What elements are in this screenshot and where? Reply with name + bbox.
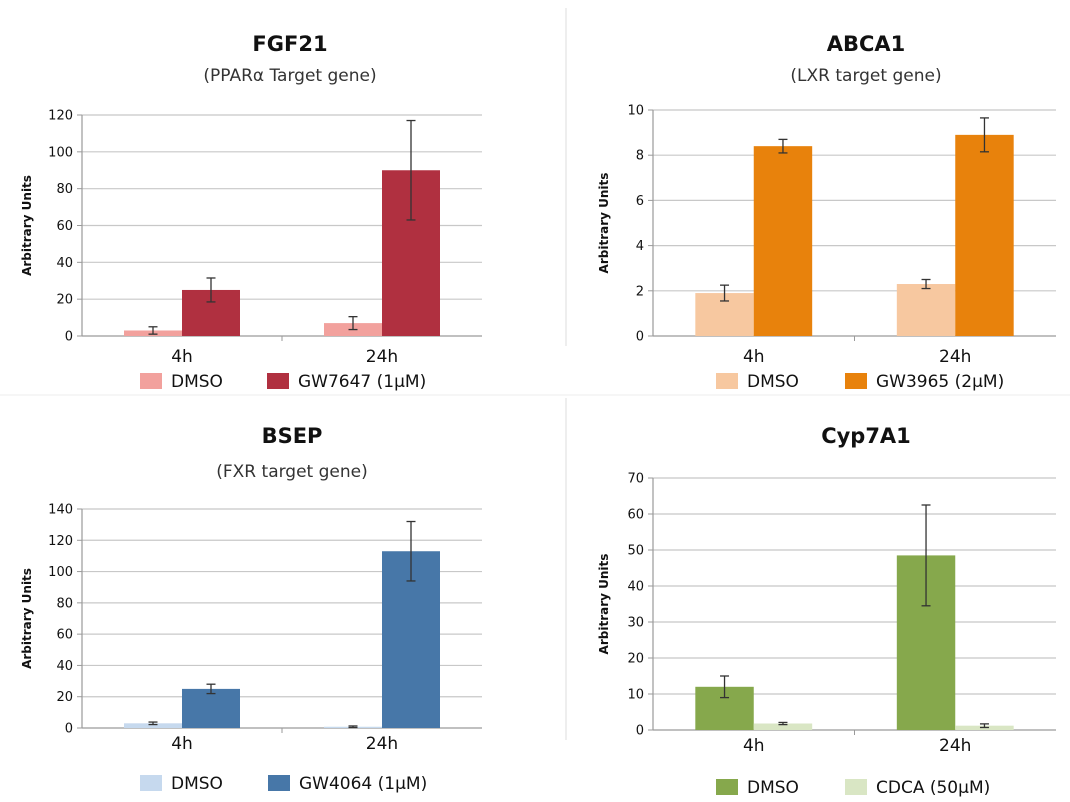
y-tick-label: 4 xyxy=(636,239,644,254)
y-tick-label: 60 xyxy=(56,219,73,234)
legend: DMSO GW7647 (1μM) xyxy=(140,372,426,392)
y-tick-label: 20 xyxy=(56,293,73,308)
legend-swatch xyxy=(845,779,867,795)
y-tick-label: 0 xyxy=(65,330,73,345)
y-tick-label: 120 xyxy=(48,109,73,124)
chart-subtitle: (LXR target gene) xyxy=(790,66,941,86)
y-tick-label: 0 xyxy=(636,330,644,345)
legend-swatch xyxy=(845,373,867,389)
error-bar xyxy=(348,316,358,331)
y-tick-label: 2 xyxy=(636,284,644,299)
legend-label: GW7647 (1μM) xyxy=(298,372,426,392)
error-bar xyxy=(206,277,216,303)
x-tick-label: 4h xyxy=(171,734,193,754)
y-tick-label: 100 xyxy=(48,565,73,580)
chart-title: ABCA1 xyxy=(827,32,906,56)
y-tick-label: 60 xyxy=(56,628,73,643)
bar-dmso-4h xyxy=(124,723,182,728)
bar-dmso-24h xyxy=(896,284,956,336)
y-tick-label: 40 xyxy=(627,580,644,595)
chart-panel-4: Cyp7A1 0 10 20 30 40 50 60 70 Arbitrary Units 4h 24… xyxy=(597,424,1056,798)
y-tick-label: 80 xyxy=(56,182,73,197)
y-tick-label: 30 xyxy=(627,616,644,631)
legend-swatch xyxy=(268,775,290,791)
error-bar xyxy=(778,138,788,154)
chart-title: Cyp7A1 xyxy=(821,424,911,448)
y-tick-label: 40 xyxy=(56,256,73,271)
legend: DMSO GW4064 (1μM) xyxy=(140,774,427,794)
y-tick-label: 20 xyxy=(56,690,73,705)
error-bar xyxy=(348,725,358,729)
legend-label: DMSO xyxy=(747,778,799,798)
y-tick-label: 70 xyxy=(627,472,644,487)
legend-label: CDCA (50μM) xyxy=(876,778,990,798)
y-tick-label: 0 xyxy=(65,722,73,737)
legend-swatch xyxy=(716,373,738,389)
y-tick-label: 8 xyxy=(636,149,644,164)
chart-subtitle: (FXR target gene) xyxy=(216,462,367,482)
y-tick-label: 20 xyxy=(627,652,644,667)
error-bar xyxy=(979,117,989,153)
chart-panel-2: ABCA1 (LXR target gene) 0 2 4 6 8 10 Arbitrary U… xyxy=(597,32,1056,392)
legend-swatch xyxy=(267,373,289,389)
error-bar xyxy=(778,721,788,726)
y-tick-label: 50 xyxy=(627,544,644,559)
legend-label: GW3965 (2μM) xyxy=(876,372,1004,392)
legend-label: GW4064 (1μM) xyxy=(299,774,427,794)
x-tick-label: 24h xyxy=(939,347,971,367)
y-tick-label: 100 xyxy=(48,145,73,160)
chart-panel-3: BSEP (FXR target gene) 0 20 40 60 80 100 120 140 A… xyxy=(20,398,567,794)
y-axis-label: Arbitrary Units xyxy=(597,173,611,274)
y-tick-label: 6 xyxy=(636,194,644,209)
error-bar xyxy=(406,119,416,221)
chart-title: FGF21 xyxy=(252,32,327,56)
legend-label: DMSO xyxy=(747,372,799,392)
legend: DMSO GW3965 (2μM) xyxy=(716,372,1004,392)
error-bar xyxy=(148,326,158,335)
error-bar xyxy=(206,683,216,695)
y-tick-label: 60 xyxy=(627,508,644,523)
x-tick-label: 4h xyxy=(171,347,193,367)
error-bar xyxy=(406,520,416,582)
error-bar xyxy=(921,278,931,290)
y-axis-label: Arbitrary Units xyxy=(20,568,34,669)
y-tick-label: 40 xyxy=(56,659,73,674)
legend-swatch xyxy=(140,775,162,791)
chart-panel-1: FGF21 (PPARα Target gene) 0 20 40 60 80 100 120 A… xyxy=(20,8,567,392)
y-tick-label: 0 xyxy=(636,724,644,739)
x-tick-label: 4h xyxy=(743,347,765,367)
y-tick-label: 140 xyxy=(48,503,73,518)
error-bar xyxy=(921,504,931,607)
legend-label: DMSO xyxy=(171,774,223,794)
legend-swatch xyxy=(140,373,162,389)
y-tick-label: 10 xyxy=(627,688,644,703)
chart-subtitle: (PPARα Target gene) xyxy=(203,66,376,86)
bar-cdca-4h xyxy=(753,723,813,730)
x-tick-label: 24h xyxy=(366,734,398,754)
legend-label: DMSO xyxy=(171,372,223,392)
error-bar xyxy=(979,723,989,729)
legend-swatch xyxy=(716,779,738,795)
bar-gw4064-4h xyxy=(182,688,240,728)
x-tick-label: 4h xyxy=(743,736,765,756)
legend: DMSO CDCA (50μM) xyxy=(716,778,990,798)
bar-gw3965-4h xyxy=(753,146,813,336)
y-tick-label: 120 xyxy=(48,534,73,549)
error-bar xyxy=(720,675,730,699)
chart-title: BSEP xyxy=(262,424,323,448)
y-tick-label: 80 xyxy=(56,596,73,611)
error-bar xyxy=(720,284,730,302)
y-axis-label: Arbitrary Units xyxy=(20,175,34,276)
x-tick-label: 24h xyxy=(939,736,971,756)
y-axis-label: Arbitrary Units xyxy=(597,554,611,655)
x-tick-label: 24h xyxy=(366,347,398,367)
y-tick-label: 10 xyxy=(627,104,644,119)
error-bar xyxy=(148,721,158,726)
bar-gw3965-24h xyxy=(955,134,1014,336)
